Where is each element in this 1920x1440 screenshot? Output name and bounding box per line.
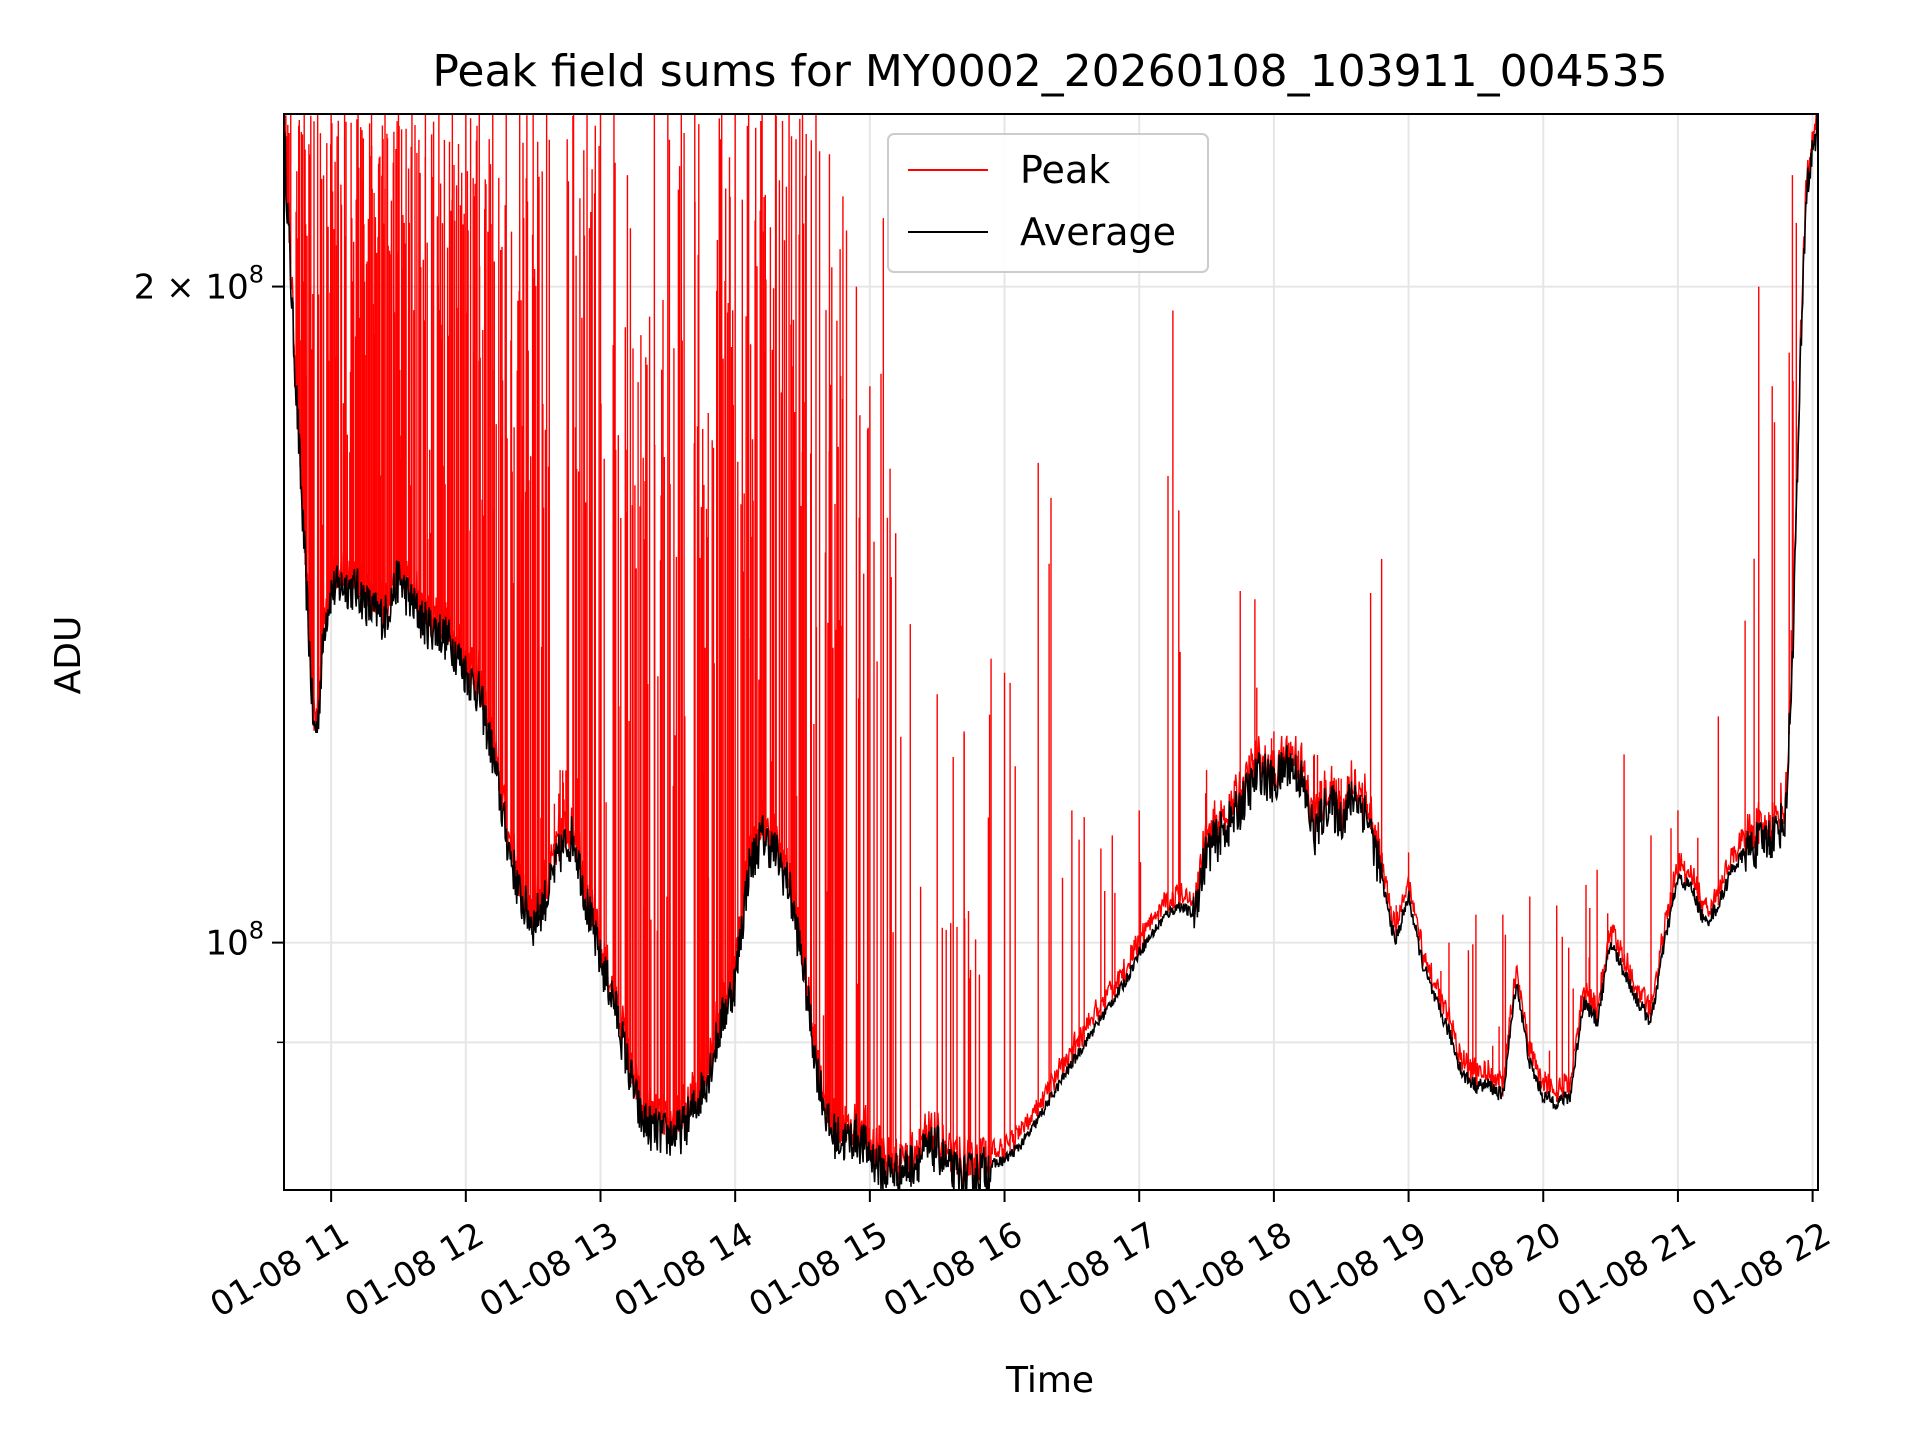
plot-area bbox=[284, 114, 1818, 1190]
y-axis-label: ADU bbox=[48, 616, 89, 695]
chart-title: Peak field sums for MY0002_20260108_1039… bbox=[432, 46, 1667, 97]
legend-label-average: Average bbox=[1020, 210, 1176, 254]
axes-frame bbox=[283, 113, 1819, 1191]
y-tick-label: 108 bbox=[205, 917, 264, 964]
x-axis-label: Time bbox=[1005, 1360, 1094, 1401]
legend-box bbox=[887, 133, 1209, 273]
peak-spikes bbox=[284, 114, 1798, 1178]
average-series-line bbox=[284, 114, 1818, 1190]
y-tick-label: 2 × 108 bbox=[134, 261, 264, 308]
legend: Peak Average bbox=[887, 133, 1209, 273]
legend-label-peak: Peak bbox=[1020, 148, 1110, 192]
